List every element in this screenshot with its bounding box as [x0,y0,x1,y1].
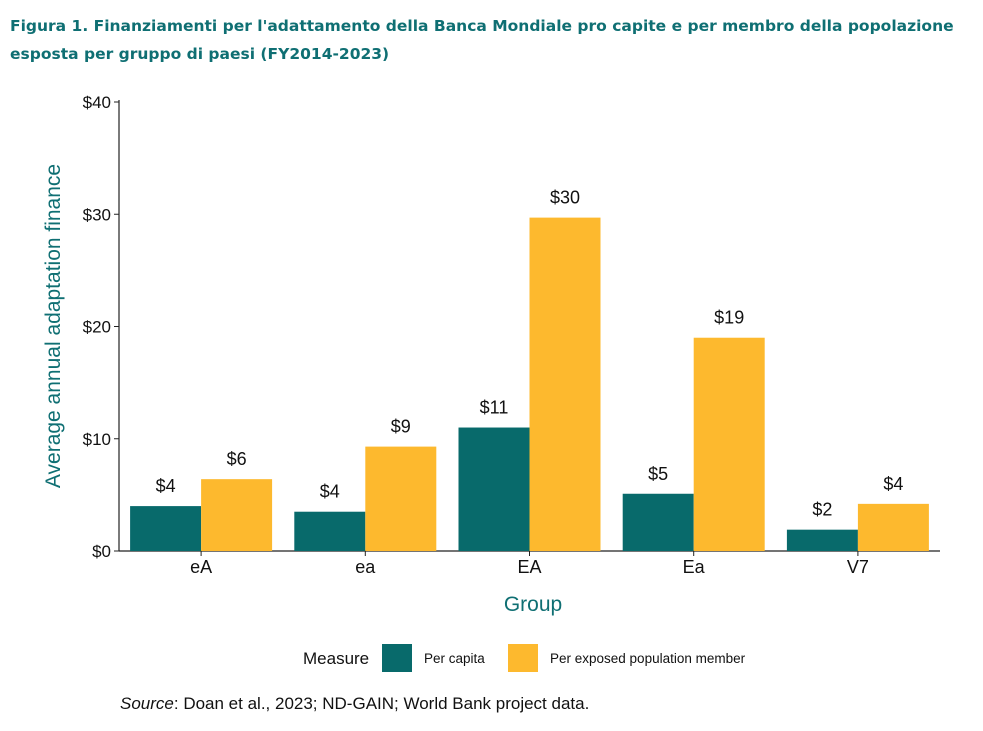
bar-V7-per-capita [786,529,858,551]
bar-EA-per-exposed [529,217,601,551]
y-axis-title: Average annual adaptation finance [42,164,65,488]
x-tick-label: Ea [683,557,706,577]
data-label: $9 [391,417,411,437]
data-label: $30 [550,188,580,208]
x-tick-label: eA [190,557,212,577]
legend-label: Per exposed population member [550,651,746,666]
source-text: : Doan et al., 2023; ND-GAIN; World Bank… [173,694,590,713]
data-label: $2 [812,500,832,520]
data-label: $6 [227,449,247,469]
data-label: $4 [883,474,903,494]
data-label: $4 [320,482,340,502]
x-axis-title: Group [504,593,562,616]
x-tick-label: EA [517,557,541,577]
bar-Ea-per-capita [622,493,694,551]
y-tick-label: $40 [83,93,111,112]
data-label: $11 [480,398,509,418]
bar-Ea-per-exposed [693,337,765,551]
data-label: $4 [156,476,176,496]
data-label: $5 [648,464,668,484]
data-label: $19 [714,308,744,328]
bar-eA-per-exposed [201,479,273,551]
legend-label: Per capita [424,651,485,666]
legend-swatch [382,644,412,672]
legend-swatch [508,644,538,672]
bar-ea-per-capita [294,511,366,551]
y-tick-label: $10 [83,430,111,449]
x-tick-label: V7 [847,557,869,577]
x-tick-label: ea [355,557,376,577]
bar-eA-per-capita [130,506,202,551]
chart-title: Figura 1. Finanziamenti per l'adattament… [10,17,954,63]
legend-title: Measure [303,649,369,668]
bar-chart: $0 $10 $20 $30 $40 $4 $6 eA $4 $9 ea $11 $30 EA $5 $19 E… [42,93,940,672]
source-label: Source [120,694,174,713]
y-tick-label: $30 [83,205,111,224]
y-tick-label: $0 [92,542,111,561]
y-tick-label: $20 [83,318,111,337]
source-note: Source: Doan et al., 2023; ND-GAIN; Worl… [120,694,589,714]
bar-V7-per-exposed [857,503,929,551]
bar-EA-per-capita [458,427,530,551]
bar-ea-per-exposed [365,446,437,551]
